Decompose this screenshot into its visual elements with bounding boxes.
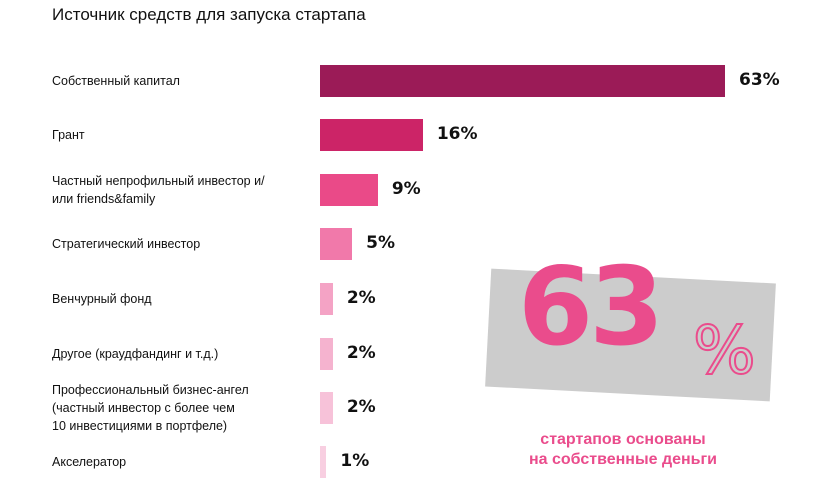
bar-5 (320, 338, 333, 370)
category-label: Венчурный фонд (52, 292, 152, 306)
value-label: 63% (739, 70, 780, 90)
category-label: Профессиональный бизнес-ангел (частный и… (52, 383, 249, 433)
category-label: Частный непрофильный инвестор и/ или fri… (52, 174, 265, 206)
bar-4 (320, 283, 333, 315)
callout-number: 63 (518, 245, 664, 370)
category-label: Акселератор (52, 455, 127, 469)
value-label: 16% (436, 124, 478, 144)
callout-caption-line1: стартапов основаны (540, 431, 706, 448)
bar-1 (320, 119, 423, 151)
value-label: 2% (346, 343, 376, 363)
callout-caption: стартапов основаны на собственные деньги (488, 430, 758, 470)
category-label: Грант (52, 128, 85, 142)
category-label: Собственный капитал (52, 74, 180, 88)
chart-title: Источник средств для запуска стартапа (52, 5, 366, 24)
value-label: 5% (366, 233, 396, 253)
bar-3 (320, 228, 353, 260)
value-label: 2% (346, 397, 376, 417)
value-label: 9% (391, 179, 421, 199)
bar-7 (320, 446, 327, 478)
bar-2 (320, 174, 378, 206)
callout-percent: % (692, 312, 757, 389)
bar-6 (320, 392, 333, 424)
value-label: 1% (340, 451, 370, 471)
category-label: Другое (краудфандинг и т.д.) (52, 347, 219, 361)
callout-box: 63 % (485, 254, 784, 408)
value-label: 2% (346, 288, 376, 308)
category-label: Стратегический инвестор (52, 237, 201, 251)
callout-caption-line2: на собственные деньги (529, 451, 717, 468)
bar-0 (320, 65, 725, 97)
